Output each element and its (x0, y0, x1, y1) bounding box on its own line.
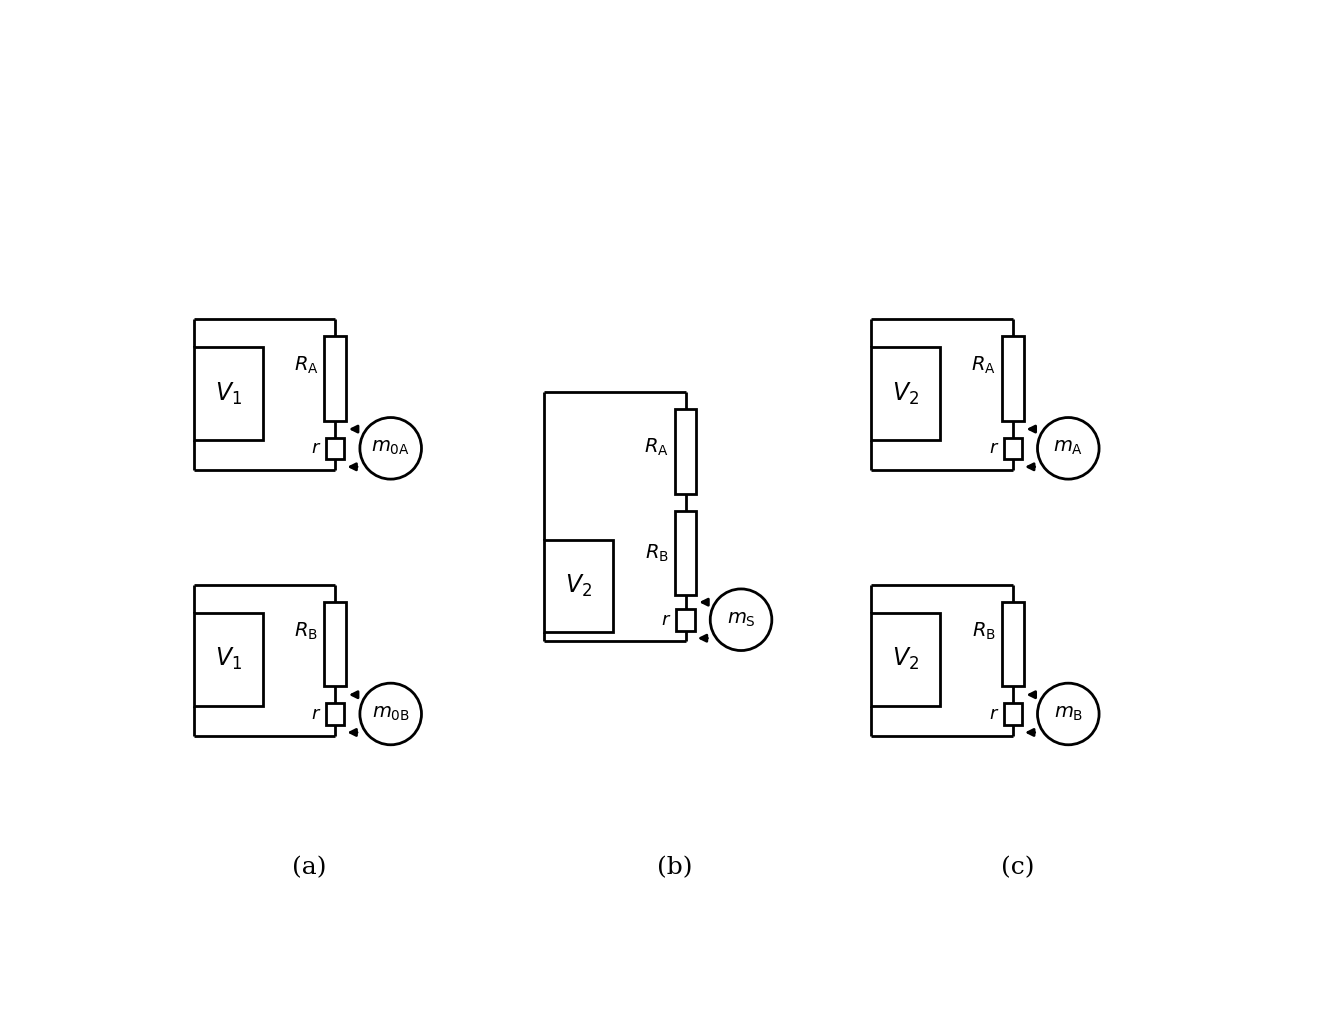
Text: $V_1$: $V_1$ (215, 380, 242, 407)
Text: $r$: $r$ (662, 610, 671, 629)
Text: $r$: $r$ (312, 439, 321, 457)
Bar (1004, 438, 1021, 459)
Bar (1001, 601, 1024, 686)
Circle shape (360, 418, 421, 479)
Text: $m_\mathrm{S}$: $m_\mathrm{S}$ (726, 610, 755, 629)
Text: $R_\mathrm{B}$: $R_\mathrm{B}$ (644, 543, 668, 564)
Text: $m_{0\mathrm{A}}$: $m_{0\mathrm{A}}$ (372, 439, 410, 457)
Text: $r$: $r$ (988, 705, 999, 723)
Circle shape (1038, 683, 1099, 745)
Text: $R_\mathrm{B}$: $R_\mathrm{B}$ (972, 621, 996, 642)
Text: $V_2$: $V_2$ (892, 380, 920, 407)
Text: $R_\mathrm{A}$: $R_\mathrm{A}$ (971, 355, 996, 376)
Bar (325, 336, 346, 421)
Bar (544, 540, 614, 633)
Circle shape (710, 589, 771, 651)
Bar (1004, 703, 1021, 724)
Bar (872, 347, 940, 440)
Text: (b): (b) (656, 856, 693, 879)
Text: (a): (a) (291, 856, 326, 879)
Text: $m_{0\mathrm{B}}$: $m_{0\mathrm{B}}$ (372, 705, 409, 723)
Text: $V_1$: $V_1$ (215, 646, 242, 672)
Bar (325, 601, 346, 686)
Text: $m_\mathrm{B}$: $m_\mathrm{B}$ (1054, 705, 1083, 723)
Text: $r$: $r$ (312, 705, 321, 723)
Bar (675, 409, 697, 493)
Bar (326, 438, 345, 459)
Bar (1001, 336, 1024, 421)
Text: $R_\mathrm{B}$: $R_\mathrm{B}$ (294, 621, 318, 642)
Text: (c): (c) (1000, 856, 1035, 879)
Bar (675, 511, 697, 595)
Circle shape (1038, 418, 1099, 479)
Bar (677, 609, 695, 631)
Text: $V_2$: $V_2$ (566, 573, 592, 599)
Bar (872, 613, 940, 705)
Bar (194, 347, 263, 440)
Circle shape (360, 683, 421, 745)
Text: $R_\mathrm{A}$: $R_\mathrm{A}$ (644, 437, 668, 458)
Bar (326, 703, 345, 724)
Text: $R_\mathrm{A}$: $R_\mathrm{A}$ (294, 355, 318, 376)
Text: $r$: $r$ (988, 439, 999, 457)
Text: $m_\mathrm{A}$: $m_\mathrm{A}$ (1054, 439, 1083, 457)
Text: $V_2$: $V_2$ (892, 646, 920, 672)
Bar (194, 613, 263, 705)
